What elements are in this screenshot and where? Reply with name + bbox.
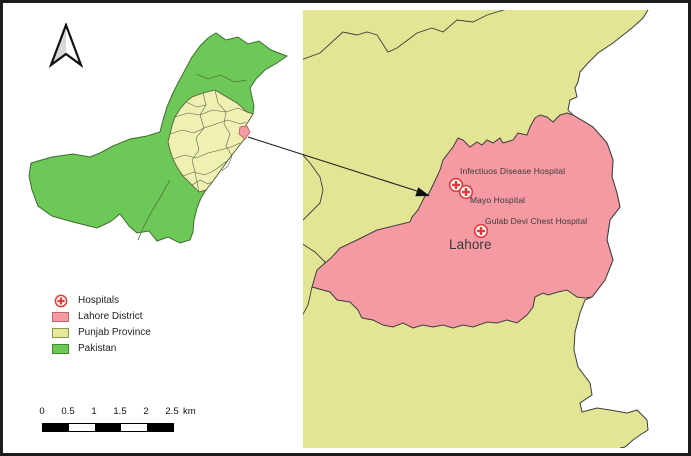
north-arrow-icon	[49, 23, 83, 68]
punjab-province-swatch	[52, 327, 69, 338]
lahore-district-swatch	[52, 311, 69, 322]
scale-label-2: 2	[143, 406, 149, 417]
legend: Hospitals Lahore District Punjab Provinc…	[52, 294, 151, 359]
scale-segment	[43, 424, 69, 431]
scale-segment	[121, 424, 147, 431]
province-boundary-line	[195, 73, 248, 83]
province-boundary-line	[137, 179, 171, 241]
hospital-label-infectious-disease: Infectiuos Disease Hospital	[460, 166, 566, 176]
legend-item-punjab-province: Punjab Province	[52, 327, 151, 338]
scale-label-2-5: 2.5	[165, 406, 179, 417]
legend-label: Punjab Province	[78, 327, 151, 338]
lahore-district-shape	[311, 112, 621, 329]
legend-item-lahore-district: Lahore District	[52, 311, 151, 322]
scale-segment	[147, 424, 173, 431]
legend-item-pakistan: Pakistan	[52, 343, 151, 354]
outside-border-region	[568, 10, 687, 448]
scale-bar: 0 0.5 1 1.5 2 2.5 km	[35, 404, 225, 438]
overview-map	[28, 32, 289, 244]
scale-segment	[69, 424, 95, 431]
scale-label-0-5: 0.5	[61, 406, 75, 417]
scale-unit-label: km	[183, 406, 196, 417]
scale-label-1-5: 1.5	[113, 406, 127, 417]
hospital-marker-gulab-devi	[473, 223, 489, 239]
punjab-shape	[167, 89, 254, 193]
hospital-label-mayo: Mayo Hospital	[470, 195, 526, 205]
legend-label: Hospitals	[78, 295, 120, 306]
pakistan-shape	[28, 32, 289, 244]
detail-map-panel: Infectiuos Disease Hospital Mayo Hospita…	[303, 10, 687, 448]
punjab-district-boundaries	[169, 89, 248, 193]
detail-map	[303, 10, 687, 448]
scale-label-0: 0	[39, 406, 45, 417]
hospital-marker-icon	[52, 294, 69, 307]
legend-item-hospitals: Hospitals	[52, 294, 151, 307]
scale-label-1: 1	[91, 406, 97, 417]
scale-segment	[95, 424, 121, 431]
pakistan-swatch	[52, 343, 69, 354]
lahore-district-locator-shape	[238, 125, 251, 140]
legend-label: Pakistan	[78, 343, 117, 354]
hospital-label-gulab-devi: Gulab Devi Chest Hospital	[485, 216, 588, 226]
scale-bar-segments	[42, 423, 174, 432]
city-label-lahore: Lahore	[449, 237, 492, 252]
legend-label: Lahore District	[78, 311, 143, 322]
